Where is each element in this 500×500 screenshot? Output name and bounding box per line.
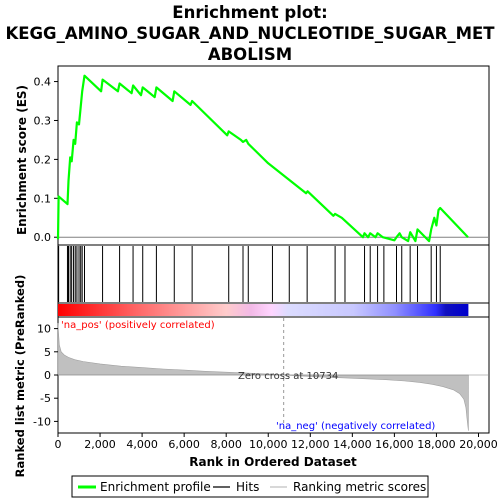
legend-enrichment-label: Enrichment profile: [100, 480, 211, 494]
x-tick-label: 0: [55, 438, 62, 451]
legend-ranking-label: Ranking metric scores: [293, 480, 426, 494]
x-tick-label: 12,000: [291, 438, 330, 451]
x-tick-label: 20,000: [459, 438, 498, 451]
metric-y-tick-label: -10: [33, 415, 51, 428]
negative-correlation-label: 'na_neg' (negatively correlated): [276, 421, 435, 432]
metric-y-tick-label: -5: [40, 392, 51, 405]
es-y-ticks: 0.0 0.1 0.2 0.3 0.4: [34, 76, 59, 245]
legend: Enrichment profile Hits Ranking metric s…: [72, 476, 428, 497]
x-tick-label: 18,000: [417, 438, 456, 451]
metric-y-tick-label: 0: [44, 369, 51, 382]
x-tick-label: 2,000: [84, 438, 116, 451]
metric-y-axis-label: Ranked list metric (PreRanked): [13, 275, 27, 478]
es-y-tick-label: 0.3: [34, 114, 52, 127]
x-tick-label: 10,000: [249, 438, 288, 451]
enrichment-score-panel: 0.0 0.1 0.2 0.3 0.4 Enrichment score (ES): [15, 66, 489, 245]
es-y-axis-label: Enrichment score (ES): [15, 85, 29, 235]
hits-panel-frame: [58, 245, 489, 303]
es-y-tick-label: 0.0: [34, 231, 52, 244]
metric-y-ticks: 10 5 0 -5 -10: [33, 323, 58, 429]
metric-y-tick-label: 10: [37, 323, 51, 336]
chart-title-line-3: ABOLISM: [208, 45, 292, 64]
ranking-color-bar: [58, 303, 489, 317]
hits-panel: [58, 245, 489, 303]
x-tick-label: 6,000: [168, 438, 200, 451]
x-axis-label: Rank in Ordered Dataset: [189, 455, 357, 469]
x-tick-label: 14,000: [333, 438, 372, 451]
x-tick-label: 4,000: [126, 438, 158, 451]
metric-y-tick-label: 5: [44, 346, 51, 359]
es-panel-frame: [58, 66, 489, 245]
es-y-tick-label: 0.4: [34, 76, 52, 89]
x-tick-label: 8,000: [210, 438, 242, 451]
chart-title-line-1: Enrichment plot:: [172, 3, 327, 22]
color-bar-gradient: [58, 304, 468, 316]
metric-x-ticks: 0 2,000 4,000 6,000 8,000 10,000 12,000 14,000 1…: [55, 433, 498, 451]
x-tick-label: 16,000: [375, 438, 414, 451]
es-y-tick-label: 0.1: [34, 192, 52, 205]
chart-title-line-2: KEGG_AMINO_SUGAR_AND_NUCLEOTIDE_SUGAR_ME…: [5, 24, 495, 43]
legend-hits-label: Hits: [236, 480, 259, 494]
zero-cross-label: Zero cross at 10734: [238, 371, 338, 382]
es-y-tick-label: 0.2: [34, 153, 52, 166]
positive-correlation-label: 'na_pos' (positively correlated): [61, 320, 215, 331]
